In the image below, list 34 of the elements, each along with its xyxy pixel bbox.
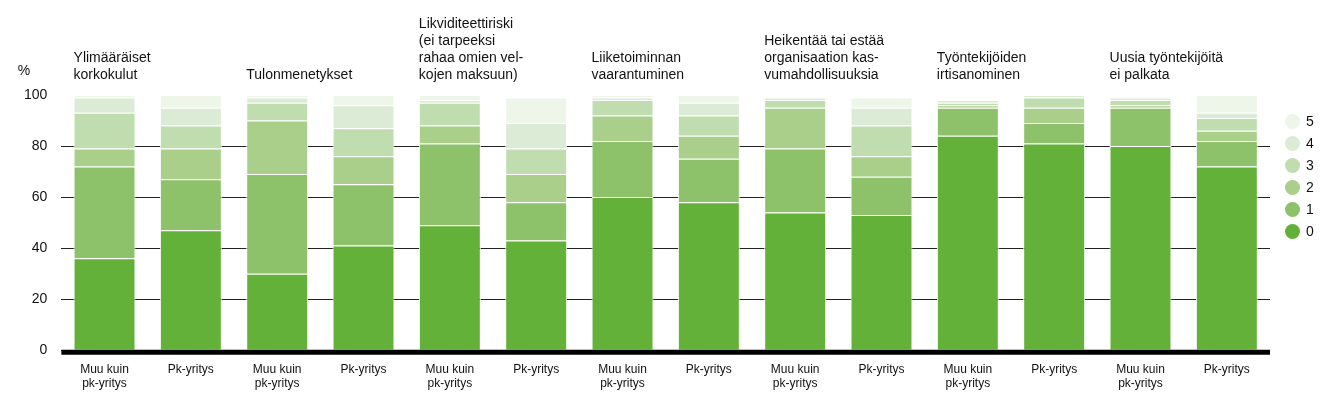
x-tick-label: Pk-yritys [513, 361, 560, 376]
text: Liiketoiminnan vaarantuminen [591, 49, 685, 82]
legend-label: 0 [1306, 223, 1314, 239]
text: Ylimääräiset korkokulut [73, 49, 151, 82]
x-tick-label: Muu kuin pk-yritys [598, 361, 647, 391]
y-tick-label: 0 [39, 341, 48, 358]
legend-label: 5 [1306, 113, 1314, 129]
text: Tulonmenetykset [246, 66, 353, 82]
x-tick-label: Pk-yritys [1203, 361, 1250, 376]
x-tick-label: Pk-yritys [340, 361, 387, 376]
x-tick-label: Pk-yritys [1031, 361, 1078, 376]
y-tick-label: 40 [31, 238, 48, 255]
y-tick-label: 80 [31, 136, 48, 153]
y-tick-label: 20 [31, 290, 48, 307]
x-tick-label: Muu kuin pk-yritys [425, 361, 475, 391]
legend-label: 2 [1306, 179, 1314, 195]
y-tick-label: 60 [31, 187, 48, 204]
x-tick-label: Muu kuin pk-yritys [943, 361, 993, 391]
legend-label: 1 [1306, 201, 1314, 217]
text: Uusia työntekijöitä ei palkata [1109, 49, 1224, 82]
text: Likviditeettiriski (ei tarpeeksi rahaa omien vel- kojen maksuun) [418, 15, 524, 82]
x-tick-label: Muu kuin pk-yritys [770, 361, 820, 391]
y-axis-title: % [17, 62, 31, 78]
x-tick-label: Muu kuin pk-yritys [80, 361, 129, 391]
x-tick-label: Muu kuin pk-yritys [252, 361, 302, 391]
legend-label: 4 [1306, 135, 1314, 151]
x-tick-label: Pk-yritys [858, 361, 905, 376]
legend-label: 3 [1306, 157, 1314, 173]
y-tick-label: 100 [24, 85, 48, 102]
x-tick-label: Muu kuin pk-yritys [1116, 361, 1165, 391]
text: Työntekijöiden irtisanominen [936, 49, 1027, 82]
text: Heikentää tai estää organisaation kas- vumahdollisuuksia [764, 32, 885, 82]
x-tick-label: Pk-yritys [685, 361, 732, 376]
x-tick-label: Pk-yritys [167, 361, 214, 376]
